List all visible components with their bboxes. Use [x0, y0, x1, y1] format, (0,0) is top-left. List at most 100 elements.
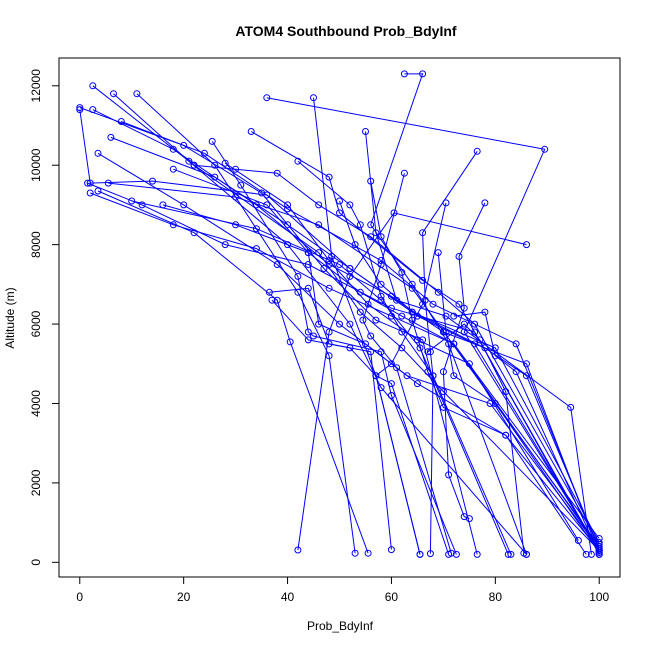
data-point — [367, 221, 375, 229]
series-line-10 — [108, 182, 600, 547]
data-point — [304, 261, 312, 268]
series-line-25 — [224, 162, 579, 541]
data-point — [398, 344, 406, 352]
data-point — [310, 332, 317, 340]
data-point — [367, 332, 375, 340]
data-point — [372, 229, 380, 237]
data-point — [273, 169, 281, 177]
data-point — [232, 193, 240, 201]
data-point — [400, 70, 408, 78]
series-line-26 — [370, 181, 587, 555]
data-point — [211, 173, 219, 181]
data-point — [351, 549, 359, 557]
data-point — [450, 340, 458, 348]
data-point — [595, 550, 603, 558]
data-point — [325, 257, 333, 264]
x-axis-label: Prob_BdyInf — [307, 619, 374, 633]
data-point — [419, 336, 427, 344]
data-point — [442, 312, 450, 320]
series-line-19 — [362, 173, 452, 554]
data-point — [364, 300, 372, 308]
data-point — [413, 336, 421, 344]
series-line-4 — [136, 93, 356, 554]
series-lines — [79, 73, 600, 555]
data-point — [465, 360, 473, 368]
data-point — [159, 201, 167, 209]
data-point — [180, 141, 188, 149]
data-point — [413, 312, 421, 320]
data-point — [442, 328, 450, 336]
data-point — [452, 550, 460, 558]
data-point — [169, 165, 177, 173]
series-line-6 — [87, 182, 600, 553]
data-point — [408, 284, 416, 292]
series-line-24 — [173, 168, 600, 549]
data-point — [336, 320, 343, 328]
data-point — [346, 265, 354, 272]
data-point — [107, 133, 115, 141]
data-point — [315, 221, 323, 229]
data-point — [471, 320, 479, 328]
data-point — [356, 221, 364, 229]
series-line-30 — [194, 164, 600, 545]
data-point — [372, 372, 380, 380]
series-points — [76, 70, 603, 558]
data-point — [512, 340, 520, 348]
data-point — [393, 296, 401, 304]
data-point — [460, 320, 468, 328]
data-point — [325, 352, 333, 360]
data-point — [587, 550, 595, 558]
data-point — [387, 292, 395, 300]
data-point — [315, 249, 323, 257]
series-line-37 — [453, 311, 600, 555]
data-point — [273, 261, 281, 268]
data-point — [387, 360, 395, 368]
data-point — [416, 344, 424, 352]
data-point — [481, 199, 489, 207]
data-point — [523, 372, 530, 380]
data-point — [377, 296, 385, 304]
series-line-7 — [90, 192, 595, 541]
data-point — [149, 177, 156, 185]
data-point — [325, 173, 333, 181]
data-point — [445, 471, 453, 479]
data-point — [398, 312, 406, 320]
data-point — [351, 241, 359, 249]
data-point — [377, 384, 385, 392]
data-point — [180, 201, 188, 209]
data-point — [512, 368, 520, 376]
data-point — [356, 288, 364, 296]
series-line-31 — [162, 204, 600, 539]
series-line-34 — [121, 121, 600, 551]
data-point — [364, 549, 372, 557]
data-point — [200, 149, 208, 157]
data-point — [434, 249, 442, 257]
data-point — [424, 368, 432, 376]
data-point — [372, 316, 380, 324]
data-point — [595, 546, 603, 554]
data-point — [190, 161, 198, 169]
data-point — [362, 340, 369, 348]
data-point — [595, 548, 603, 556]
data-point — [169, 145, 177, 153]
data-point — [367, 177, 375, 185]
data-point — [445, 550, 453, 558]
data-point — [284, 241, 292, 249]
series-line-29 — [271, 299, 450, 555]
data-point — [190, 229, 198, 237]
series-line-36 — [437, 252, 600, 553]
data-point — [413, 380, 421, 388]
data-point — [258, 189, 266, 197]
data-point — [481, 308, 489, 316]
data-point — [252, 201, 260, 209]
data-point — [346, 272, 354, 280]
data-point — [304, 249, 312, 257]
data-point — [138, 201, 146, 209]
data-point — [502, 431, 510, 439]
data-point — [523, 241, 530, 249]
data-point — [232, 165, 240, 173]
data-point — [439, 388, 447, 396]
data-point — [476, 336, 484, 344]
data-point — [208, 137, 216, 145]
y-axis-label: Altitude (m) — [3, 287, 17, 348]
